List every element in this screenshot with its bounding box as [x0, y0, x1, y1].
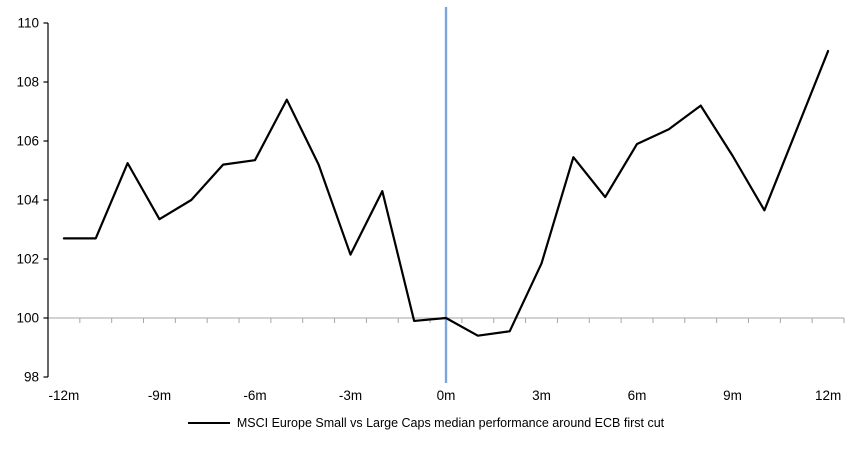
x-axis-tick-label: 9m [723, 388, 742, 403]
legend-line-swatch [187, 422, 230, 424]
y-axis-tick-label: 104 [16, 193, 39, 208]
x-axis-tick-label: -9m [148, 388, 171, 403]
y-axis-tick-label: 106 [16, 134, 39, 149]
legend-label: MSCI Europe Small vs Large Caps median p… [236, 416, 665, 430]
y-axis-tick-label: 100 [16, 311, 39, 326]
series-line-msci-small-vs-large [62, 49, 830, 337]
x-axis-tick-label: 0m [437, 388, 456, 403]
x-axis-tick-label: 3m [532, 388, 551, 403]
x-axis-labels: -12m -9m -6m -3m 0m 3m 6m 9m 12m [49, 388, 842, 403]
chart-legend: MSCI Europe Small vs Large Caps median p… [0, 416, 852, 430]
y-axis-tick-label: 108 [16, 75, 39, 90]
y-axis-tick-label: 110 [17, 16, 39, 31]
y-axis-tick-label: 98 [24, 370, 39, 385]
x-axis-tick-label: -6m [243, 388, 266, 403]
y-axis-tick-label: 102 [16, 252, 39, 267]
x-axis-tick-label: 6m [628, 388, 647, 403]
y-axis: 98 100 102 104 106 108 110 [16, 16, 49, 385]
x-axis-tick-label: 12m [815, 388, 841, 403]
x-axis-tick-label: -12m [49, 388, 80, 403]
x-axis-tick-label: -3m [339, 388, 362, 403]
